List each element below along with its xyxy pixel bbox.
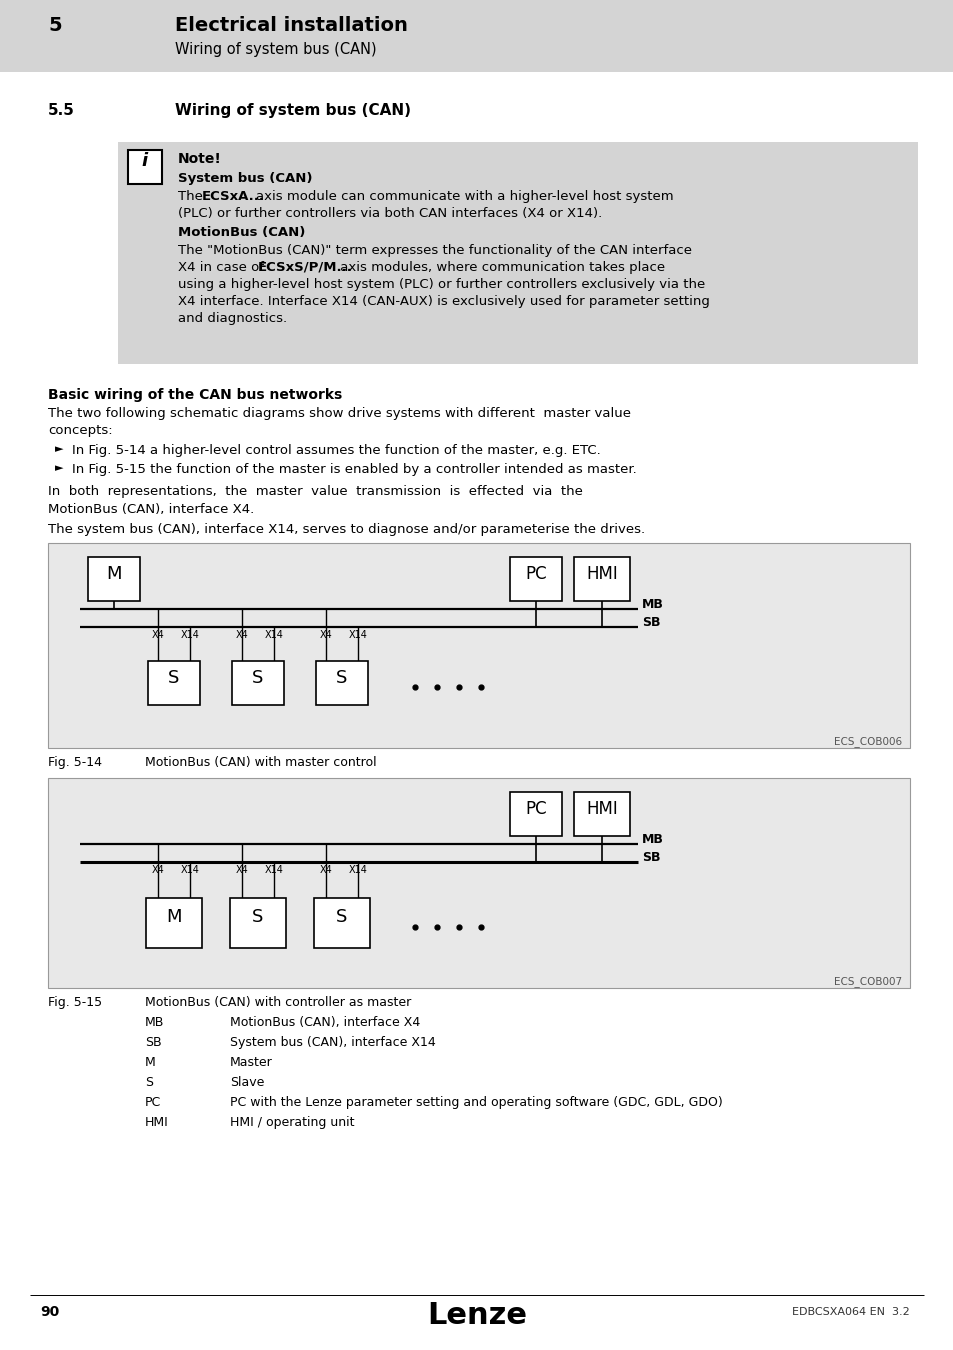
Bar — [574, 558, 629, 601]
Text: SB: SB — [641, 616, 659, 629]
Text: ECSxA...: ECSxA... — [202, 190, 265, 202]
Text: S: S — [168, 670, 179, 687]
Text: The two following schematic diagrams show drive systems with different  master v: The two following schematic diagrams sho… — [48, 406, 630, 420]
Text: MB: MB — [641, 598, 663, 612]
Text: (PLC) or further controllers via both CAN interfaces (X4 or X14).: (PLC) or further controllers via both CA… — [178, 207, 601, 220]
Text: The system bus (CAN), interface X14, serves to diagnose and/or parameterise the : The system bus (CAN), interface X14, ser… — [48, 522, 644, 536]
Bar — [48, 543, 909, 748]
Text: 90: 90 — [40, 1305, 59, 1319]
Text: The "MotionBus (CAN)" term expresses the functionality of the CAN interface: The "MotionBus (CAN)" term expresses the… — [178, 244, 691, 256]
Text: Slave: Slave — [230, 1076, 264, 1089]
Text: using a higher-level host system (PLC) or further controllers exclusively via th: using a higher-level host system (PLC) o… — [178, 278, 704, 292]
Text: HMI: HMI — [145, 1116, 169, 1129]
Bar — [510, 792, 561, 836]
Text: In  both  representations,  the  master  value  transmission  is  effected  via : In both representations, the master valu… — [48, 485, 582, 498]
Bar — [88, 558, 140, 601]
Text: S: S — [336, 909, 347, 926]
Text: System bus (CAN): System bus (CAN) — [178, 171, 313, 185]
Bar — [148, 662, 200, 705]
Text: ►: ► — [55, 444, 64, 454]
Bar — [315, 662, 368, 705]
Text: MotionBus (CAN), interface X4: MotionBus (CAN), interface X4 — [230, 1017, 420, 1029]
Text: axis module can communicate with a higher-level host system: axis module can communicate with a highe… — [255, 190, 673, 202]
Text: Electrical installation: Electrical installation — [174, 16, 408, 35]
Text: axis modules, where communication takes place: axis modules, where communication takes … — [335, 261, 664, 274]
Text: ECSxS/P/M...: ECSxS/P/M... — [257, 261, 353, 274]
Text: ECS_COB006: ECS_COB006 — [833, 736, 901, 747]
Text: X4: X4 — [319, 630, 332, 640]
Bar — [510, 558, 561, 601]
Text: X14: X14 — [348, 630, 367, 640]
Bar — [232, 662, 284, 705]
Text: X14: X14 — [180, 865, 199, 875]
Text: ►: ► — [55, 463, 64, 472]
Text: M: M — [106, 566, 122, 583]
Text: Note!: Note! — [178, 153, 222, 166]
Text: concepts:: concepts: — [48, 424, 112, 437]
Text: X14: X14 — [264, 630, 283, 640]
Text: X14: X14 — [180, 630, 199, 640]
Text: In Fig. 5-15 the function of the master is enabled by a controller intended as m: In Fig. 5-15 the function of the master … — [71, 463, 636, 477]
Text: and diagnostics.: and diagnostics. — [178, 312, 287, 325]
Text: EDBCSXA064 EN  3.2: EDBCSXA064 EN 3.2 — [791, 1307, 909, 1318]
Text: HMI: HMI — [585, 801, 618, 818]
Text: X4: X4 — [152, 865, 164, 875]
Text: X14: X14 — [264, 865, 283, 875]
Text: HMI: HMI — [585, 566, 618, 583]
Text: ECS_COB007: ECS_COB007 — [833, 976, 901, 987]
Text: X4: X4 — [235, 865, 248, 875]
Text: HMI / operating unit: HMI / operating unit — [230, 1116, 355, 1129]
Bar — [230, 898, 286, 948]
Text: S: S — [145, 1076, 152, 1089]
Text: X4 interface. Interface X14 (CAN-AUX) is exclusively used for parameter setting: X4 interface. Interface X14 (CAN-AUX) is… — [178, 296, 709, 308]
Bar — [314, 898, 370, 948]
Text: Basic wiring of the CAN bus networks: Basic wiring of the CAN bus networks — [48, 387, 342, 402]
Text: i: i — [142, 153, 148, 170]
Text: X4: X4 — [319, 865, 332, 875]
Bar — [146, 898, 202, 948]
Text: X4 in case of: X4 in case of — [178, 261, 268, 274]
Text: MotionBus (CAN) with master control: MotionBus (CAN) with master control — [145, 756, 376, 770]
Text: 5.5: 5.5 — [48, 103, 74, 117]
Text: S: S — [336, 670, 347, 687]
Text: MotionBus (CAN) with controller as master: MotionBus (CAN) with controller as maste… — [145, 996, 411, 1008]
Text: MotionBus (CAN), interface X4.: MotionBus (CAN), interface X4. — [48, 504, 254, 516]
Text: MotionBus (CAN): MotionBus (CAN) — [178, 225, 305, 239]
Bar — [48, 778, 909, 988]
Text: The: The — [178, 190, 207, 202]
Bar — [0, 0, 953, 72]
Text: X14: X14 — [348, 865, 367, 875]
Text: X4: X4 — [152, 630, 164, 640]
Text: SB: SB — [145, 1035, 161, 1049]
Text: System bus (CAN), interface X14: System bus (CAN), interface X14 — [230, 1035, 436, 1049]
Text: S: S — [252, 909, 263, 926]
Bar — [574, 792, 629, 836]
Text: PC: PC — [525, 566, 546, 583]
Text: M: M — [145, 1056, 155, 1069]
Text: X4: X4 — [235, 630, 248, 640]
Text: PC: PC — [525, 801, 546, 818]
Text: MB: MB — [641, 833, 663, 846]
Bar — [128, 150, 162, 184]
Text: Lenze: Lenze — [427, 1301, 526, 1330]
Text: 5: 5 — [48, 16, 62, 35]
Text: S: S — [252, 670, 263, 687]
Text: Fig. 5-14: Fig. 5-14 — [48, 756, 102, 770]
Text: MB: MB — [145, 1017, 164, 1029]
Text: Master: Master — [230, 1056, 273, 1069]
Text: PC: PC — [145, 1096, 161, 1108]
Text: Wiring of system bus (CAN): Wiring of system bus (CAN) — [174, 42, 376, 57]
Text: Wiring of system bus (CAN): Wiring of system bus (CAN) — [174, 103, 411, 117]
Text: In Fig. 5-14 a higher-level control assumes the function of the master, e.g. ETC: In Fig. 5-14 a higher-level control assu… — [71, 444, 600, 458]
Bar — [118, 142, 917, 365]
Text: PC with the Lenze parameter setting and operating software (GDC, GDL, GDO): PC with the Lenze parameter setting and … — [230, 1096, 722, 1108]
Text: Fig. 5-15: Fig. 5-15 — [48, 996, 102, 1008]
Text: M: M — [166, 909, 182, 926]
Text: SB: SB — [641, 850, 659, 864]
